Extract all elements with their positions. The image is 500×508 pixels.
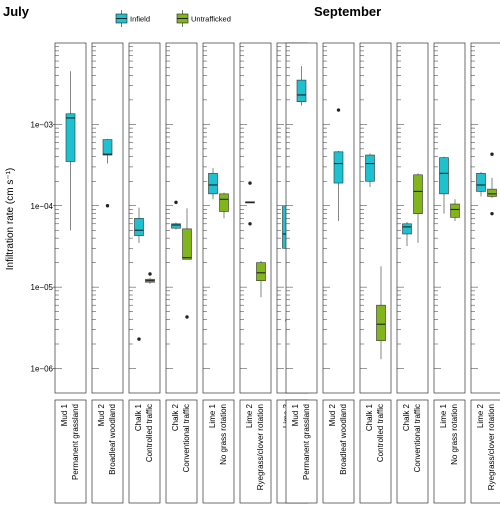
- facet: Lime 2 Ryegrass/clover rotation: [239, 42, 272, 504]
- category-label: Chalk 1: [365, 403, 374, 431]
- category-label-box: [322, 399, 355, 504]
- box-infield: [476, 173, 486, 192]
- category-sublabel: No grass rotation: [219, 404, 228, 465]
- category-label: Mud 2: [328, 403, 337, 426]
- category-sublabel: Controlled traffic: [145, 404, 154, 462]
- category-label-box: [359, 399, 392, 504]
- category-label-box: [239, 399, 272, 504]
- box-untrafficked: [413, 174, 423, 214]
- category-label-box: [128, 399, 161, 504]
- category-label: Chalk 1: [134, 403, 143, 431]
- outlier-point: [248, 222, 252, 226]
- box-infield: [208, 173, 218, 195]
- category-label-box: [285, 399, 318, 504]
- box-infield: [171, 223, 181, 229]
- category-sublabel: Broadleaf woodland: [339, 404, 348, 475]
- facet-frame: [433, 42, 466, 394]
- outlier-point: [137, 337, 141, 341]
- outlier-point: [490, 211, 494, 216]
- category-label: Lime 1: [439, 403, 448, 428]
- category-sublabel: Broadleaf woodland: [108, 404, 117, 475]
- box-untrafficked: [182, 228, 192, 260]
- facet: Lime 1 No grass rotation: [433, 42, 466, 504]
- category-sublabel: Controlled traffic: [376, 404, 385, 462]
- y-tick-label: 1e−06: [31, 365, 54, 374]
- category-label-box: [165, 399, 198, 504]
- outlier-point: [336, 108, 341, 112]
- legend-label-infield: Infield: [130, 15, 150, 24]
- y-axis: 1e−03 1e−04 1e−05 1e−06: [31, 120, 56, 374]
- box-untrafficked: [219, 193, 229, 212]
- facet-frame: [239, 42, 272, 394]
- category-sublabel: Ryegrass/clover rotation: [487, 404, 496, 490]
- y-tick-label: 1e−03: [31, 120, 54, 129]
- facet: Mud 2 Broadleaf woodland: [91, 42, 124, 504]
- box-infield: [296, 79, 307, 102]
- y-axis-label: Infiltration rate (cm s⁻¹): [5, 168, 16, 271]
- category-label: Lime 2: [245, 403, 254, 428]
- category-sublabel: Ryegrass/clover rotation: [256, 404, 265, 490]
- outlier-point: [174, 200, 178, 205]
- box-infield: [365, 154, 375, 182]
- panel-title-september: September: [314, 4, 381, 19]
- category-sublabel: Permanent grassland: [302, 404, 311, 480]
- box-untrafficked: [487, 188, 497, 197]
- category-label-box: [396, 399, 429, 504]
- box-infield: [402, 223, 412, 235]
- y-tick-label: 1e−05: [31, 283, 54, 292]
- facet: Chalk 2 Conventional traffic: [396, 42, 429, 504]
- plot-area: Mud 1 Permanent grassland Mud 2 Broadleaf w…: [54, 42, 500, 504]
- box-infield: [102, 139, 113, 156]
- category-label: Lime 2: [476, 403, 485, 428]
- category-label: Mud 1: [60, 403, 69, 426]
- outlier-point: [105, 204, 110, 208]
- category-sublabel: Permanent grassland: [71, 404, 80, 480]
- facet: Mud 2 Broadleaf woodland: [322, 42, 355, 504]
- facet-frame: [91, 42, 124, 394]
- facet-frame: [202, 42, 235, 394]
- category-label: Mud 2: [97, 403, 106, 426]
- facet-frame: [128, 42, 161, 394]
- outlier-point: [148, 272, 152, 276]
- box-infield: [439, 157, 449, 195]
- outlier-point: [490, 152, 494, 156]
- facet: Lime 1 No grass rotation: [202, 42, 235, 504]
- category-sublabel: Conventional traffic: [182, 404, 191, 472]
- category-label-box: [433, 399, 466, 504]
- category-label-box: [91, 399, 124, 504]
- facet-frame: [165, 42, 198, 394]
- facet: Chalk 1 Controlled traffic: [359, 42, 392, 504]
- facet: Lime 2 Ryegrass/clover rotation: [470, 42, 500, 504]
- facet: Mud 1 Permanent grassland: [285, 42, 318, 504]
- box-untrafficked: [376, 304, 386, 341]
- category-label-box: [202, 399, 235, 504]
- box-infield: [134, 218, 144, 236]
- legend: Infield Untrafficked: [115, 10, 231, 27]
- box-untrafficked: [256, 262, 266, 281]
- facet-frame: [359, 42, 392, 394]
- category-label-box: [470, 399, 500, 504]
- box-infield: [333, 151, 344, 184]
- y-tick-label: 1e−04: [31, 202, 54, 211]
- facet: Mud 1 Permanent grassland: [54, 42, 87, 504]
- panel-title-july: July: [3, 4, 30, 19]
- facet: Chalk 2 Conventional traffic: [165, 42, 198, 504]
- facet: Chalk 1 Controlled traffic: [128, 42, 161, 504]
- box-untrafficked: [450, 203, 460, 218]
- outlier-point: [185, 315, 189, 319]
- box-infield: [65, 113, 76, 162]
- outlier-point: [248, 181, 252, 185]
- category-sublabel: Conventional traffic: [413, 404, 422, 472]
- category-label-box: [54, 399, 87, 504]
- category-label: Mud 1: [291, 403, 300, 426]
- legend-label-untrafficked: Untrafficked: [191, 15, 231, 24]
- category-label: Lime 1: [208, 403, 217, 428]
- facet-frame: [396, 42, 429, 394]
- category-label: Chalk 2: [171, 403, 180, 431]
- category-sublabel: No grass rotation: [450, 404, 459, 465]
- facet-frame: [470, 42, 500, 394]
- category-label: Chalk 2: [402, 403, 411, 431]
